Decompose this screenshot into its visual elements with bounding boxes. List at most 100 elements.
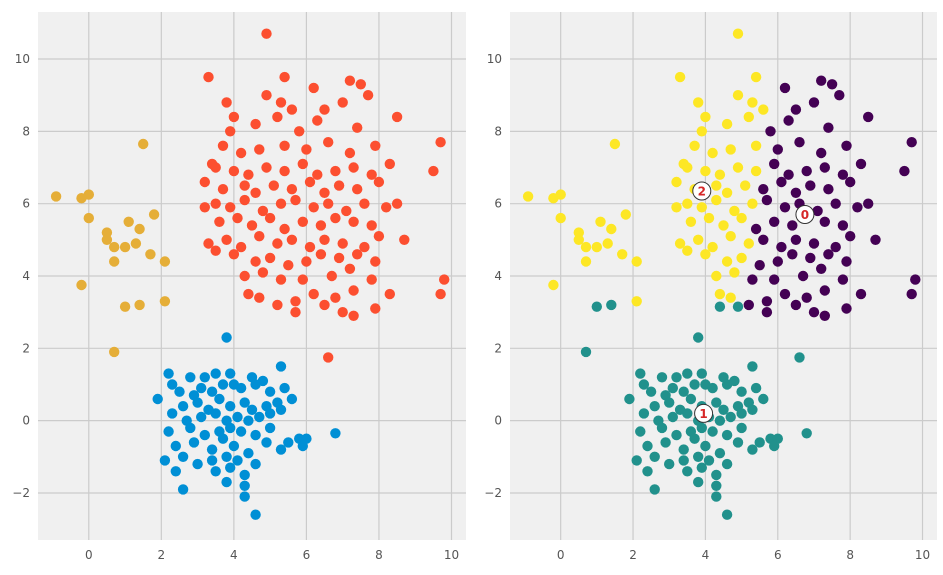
scatter-point-cluster-2 <box>714 169 726 180</box>
scatter-point-cluster-orange <box>290 194 301 206</box>
scatter-point-cluster-orange <box>308 82 319 94</box>
scatter-point-cluster-0 <box>812 205 823 217</box>
scatter-point-cluster-orange <box>399 234 410 245</box>
scatter-point-cluster-1 <box>667 411 678 423</box>
scatter-point-cluster-blue <box>167 408 178 419</box>
scatter-point-cluster-1 <box>631 455 642 466</box>
scatter-point-cluster-1 <box>685 393 697 405</box>
scatter-point-cluster-2 <box>758 104 769 115</box>
scatter-point-cluster-0 <box>801 292 812 303</box>
scatter-point-cluster-1 <box>638 379 650 390</box>
scatter-point-cluster-orange <box>261 28 272 39</box>
scatter-point-cluster-blue <box>185 422 196 434</box>
scatter-point-cluster-0 <box>841 140 852 151</box>
scatter-point-cluster-orange <box>250 118 261 130</box>
scatter-point-cluster-orange <box>366 220 377 231</box>
scatter-point-cluster-orange <box>337 97 348 108</box>
scatter-point-cluster-blue <box>159 455 171 466</box>
scatter-point-cluster-2 <box>747 97 758 108</box>
scatter-point-cluster-2 <box>729 267 740 278</box>
scatter-point-cluster-orange <box>228 111 240 123</box>
scatter-point-cluster-orange <box>221 97 232 108</box>
scatter-point-cluster-orange <box>319 187 330 198</box>
scatter-point-cluster-1 <box>769 440 780 452</box>
scatter-point-cluster-2 <box>718 220 729 231</box>
scatter-point-cluster-0 <box>855 158 867 170</box>
scatter-point-cluster-1 <box>649 451 660 462</box>
scatter-point-cluster-2 <box>736 252 747 264</box>
scatter-point-cluster-orange <box>217 184 229 195</box>
scatter-point-cluster-2 <box>721 187 733 198</box>
scatter-point-cluster-orange <box>275 274 287 285</box>
scatter-point-cluster-0 <box>754 260 765 271</box>
scatter-point-cluster-blue <box>243 415 254 426</box>
scatter-point-cluster-2 <box>721 118 733 130</box>
scatter-point-cluster-blue <box>235 382 247 394</box>
scatter-point-cluster-2 <box>617 249 628 260</box>
left-scatter-panel: 0 2 4 6 8 10 −2 0 2 4 6 8 10 <box>12 12 466 562</box>
scatter-point-cluster-yellow <box>109 256 120 267</box>
scatter-point-cluster-blue <box>163 426 174 437</box>
scatter-point-cluster-2 <box>700 165 711 177</box>
scatter-point-cluster-1 <box>696 368 707 379</box>
scatter-point-cluster-orange <box>384 288 395 300</box>
scatter-point-cluster-1 <box>645 386 657 397</box>
scatter-point-cluster-orange <box>246 220 258 231</box>
scatter-point-cluster-2 <box>548 279 559 291</box>
scatter-point-cluster-orange <box>312 115 323 126</box>
scatter-point-cluster-2 <box>721 256 733 267</box>
scatter-point-cluster-orange <box>319 104 330 115</box>
scatter-point-cluster-1 <box>649 401 660 412</box>
scatter-point-cluster-2 <box>732 162 744 173</box>
centroid-label: 0 <box>801 208 809 222</box>
scatter-point-cluster-0 <box>805 180 816 191</box>
scatter-point-cluster-1 <box>678 455 689 466</box>
y-tick-label: 10 <box>15 52 30 66</box>
scatter-point-cluster-2 <box>696 126 707 137</box>
scatter-point-cluster-blue <box>225 462 236 473</box>
scatter-point-cluster-2 <box>729 205 740 217</box>
scatter-point-cluster-orange <box>297 274 308 285</box>
scatter-point-cluster-0 <box>841 256 852 267</box>
x-tick-label: 10 <box>915 548 930 562</box>
scatter-point-cluster-1 <box>754 437 765 448</box>
scatter-point-cluster-yellow <box>109 346 120 358</box>
scatter-point-cluster-1 <box>747 404 758 415</box>
scatter-point-cluster-1 <box>696 422 707 434</box>
scatter-point-cluster-orange <box>352 184 363 195</box>
scatter-point-cluster-0 <box>834 90 845 101</box>
scatter-point-cluster-0 <box>899 165 910 177</box>
scatter-point-cluster-orange <box>199 202 210 213</box>
scatter-point-cluster-orange <box>290 296 301 307</box>
scatter-point-cluster-1 <box>671 372 682 383</box>
scatter-point-cluster-1 <box>667 382 678 394</box>
scatter-point-cluster-2 <box>591 241 602 253</box>
x-tick-label: 0 <box>557 548 565 562</box>
scatter-point-cluster-yellow <box>109 241 120 253</box>
scatter-point-cluster-2 <box>682 198 693 209</box>
scatter-point-cluster-orange <box>221 234 232 245</box>
scatter-point-cluster-1 <box>736 386 747 397</box>
scatter-point-cluster-blue <box>199 372 210 383</box>
scatter-point-cluster-blue <box>239 469 250 481</box>
scatter-point-cluster-1 <box>718 404 729 415</box>
centroid-label: 2 <box>698 185 706 199</box>
scatter-point-cluster-0 <box>816 147 827 159</box>
scatter-point-cluster-orange <box>232 212 243 224</box>
scatter-point-cluster-blue <box>264 408 276 419</box>
scatter-point-cluster-orange <box>370 140 381 151</box>
scatter-point-cluster-orange <box>294 126 305 137</box>
scatter-point-cluster-1 <box>721 458 733 470</box>
scatter-point-cluster-2 <box>750 71 762 83</box>
scatter-point-cluster-0 <box>776 176 787 188</box>
scatter-point-cluster-1 <box>664 397 675 408</box>
scatter-point-cluster-orange <box>344 75 356 86</box>
x-tick-label: 2 <box>629 548 637 562</box>
x-tick-label: 0 <box>85 548 93 562</box>
scatter-point-cluster-1 <box>682 466 693 477</box>
scatter-point-cluster-1 <box>635 368 646 379</box>
scatter-point-cluster-yellow <box>83 189 95 200</box>
scatter-point-cluster-0 <box>801 165 812 177</box>
scatter-point-cluster-blue <box>206 444 218 455</box>
scatter-point-cluster-yellow <box>123 216 134 227</box>
